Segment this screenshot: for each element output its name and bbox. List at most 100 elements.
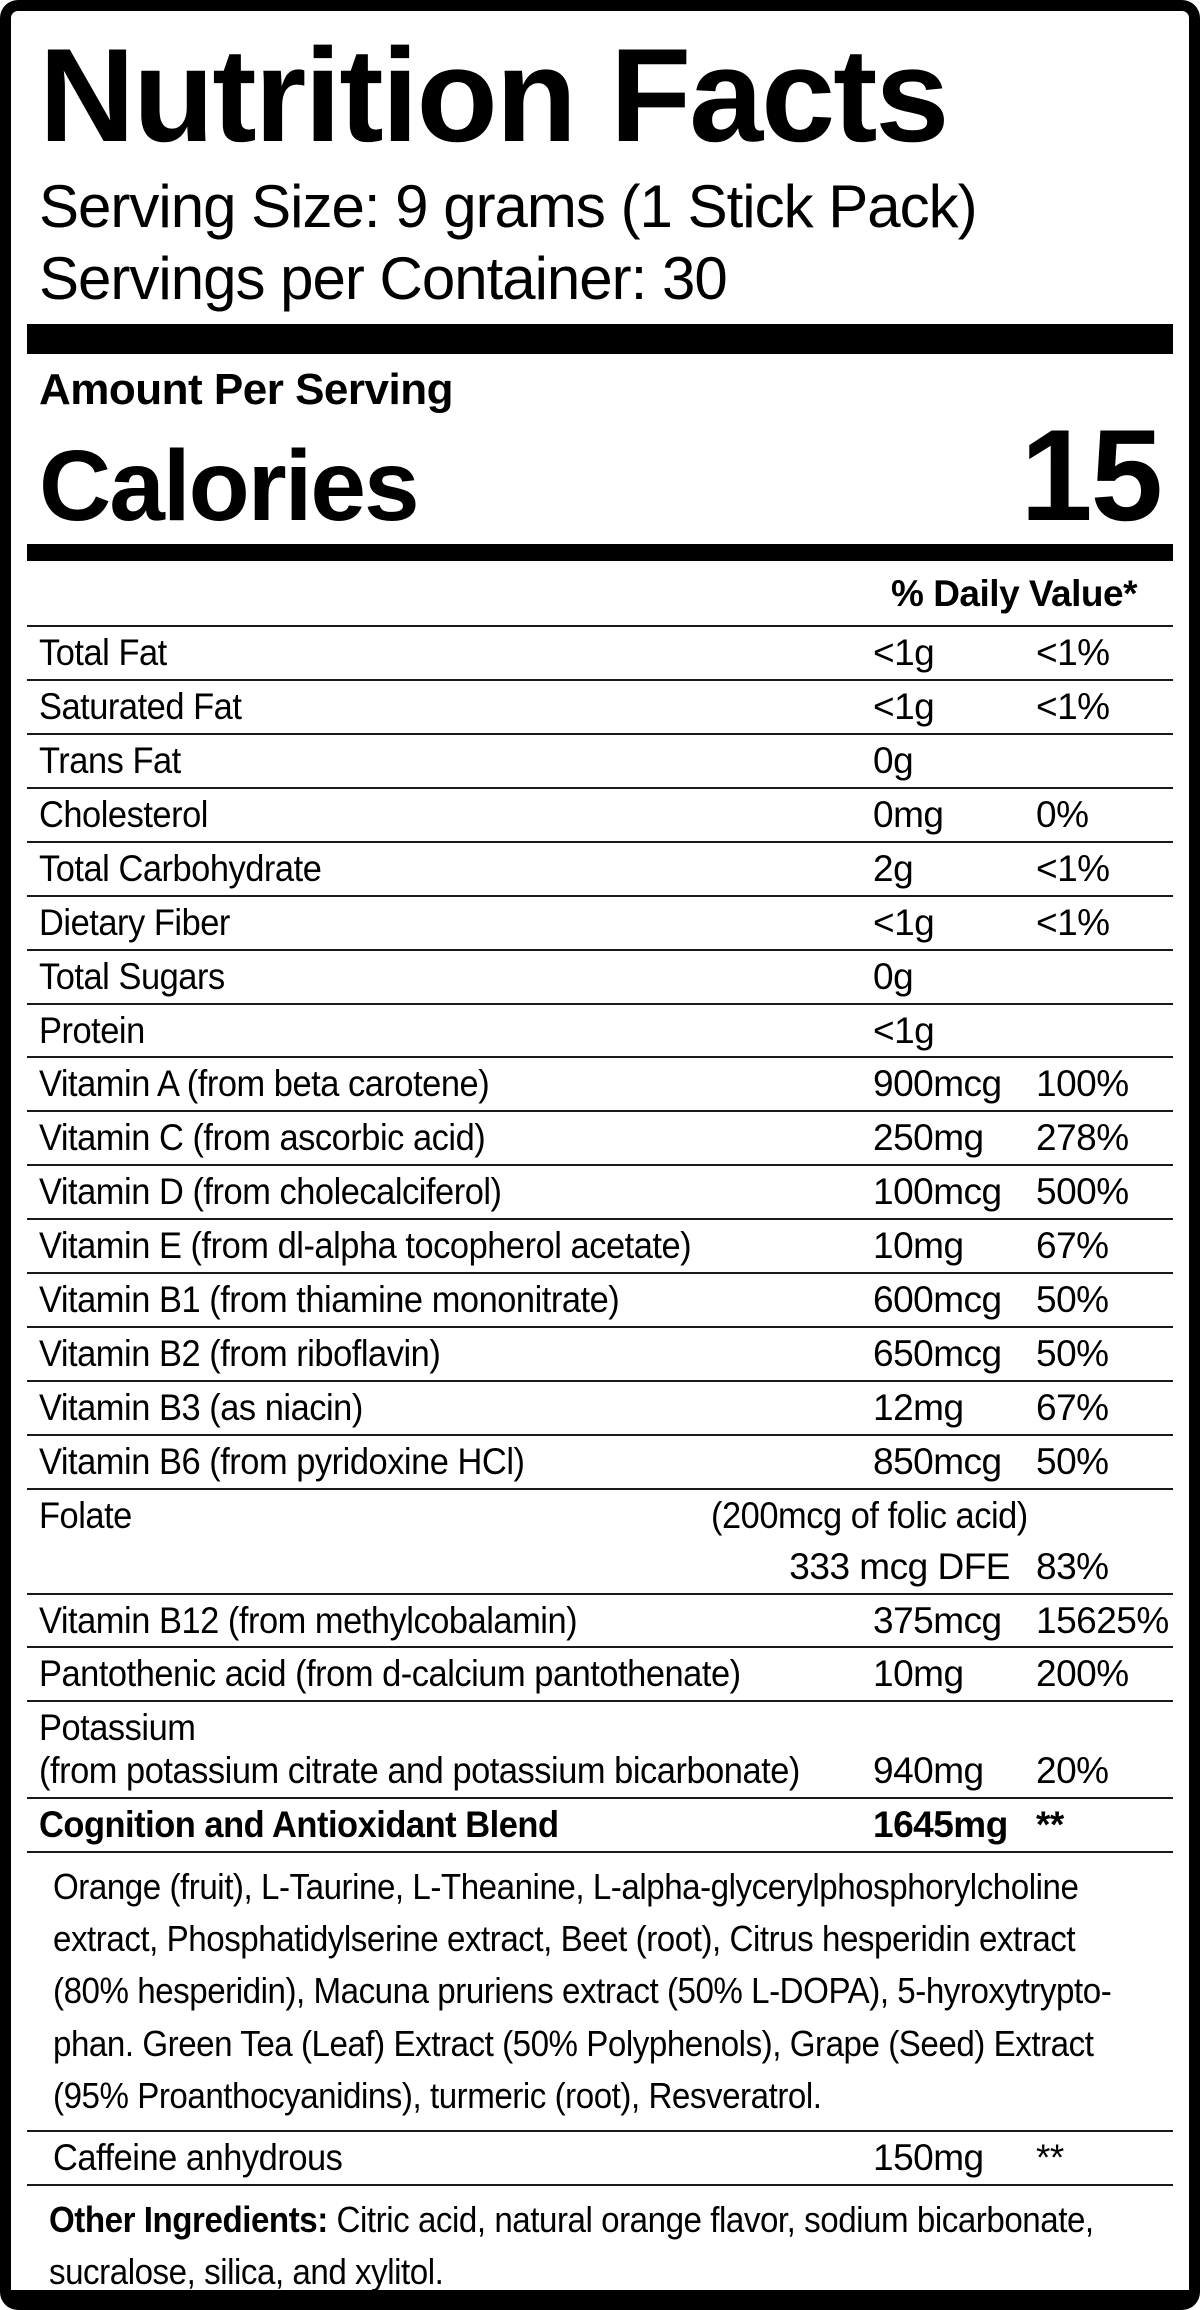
- nutrients-table: Total Fat <1g <1% Saturated Fat <1g <1% Trans …: [27, 625, 1173, 2293]
- nutrient-dv: 50%: [1036, 1279, 1109, 1321]
- nutrient-dv: 50%: [1036, 1333, 1109, 1375]
- blend-ingredients-text: (80% hesperidin), Macuna pruriens extrac…: [53, 1970, 1112, 2012]
- calories-value: 15: [1020, 402, 1163, 549]
- nutrient-amount: 650mcg: [873, 1333, 1002, 1375]
- table-row: Saturated Fat <1g <1%: [27, 679, 1173, 733]
- nutrient-name-text: Protein: [39, 1009, 145, 1051]
- nutrient-name-main: Potassium: [39, 1707, 873, 1750]
- nutrient-amount: 12mg: [873, 1386, 964, 1428]
- nutrient-amount: 900mcg: [873, 1063, 1002, 1105]
- nutrient-name: Pantothenic acid (from d-calcium pantoth…: [39, 1653, 873, 1696]
- nutrient-name-text: Vitamin E (from dl-alpha tocopherol acet…: [39, 1225, 692, 1267]
- other-ingredients: Other Ingredients: Citric acid, natural …: [27, 2183, 1173, 2293]
- other-ingredients-line2: sucralose, silica, and xylitol.: [49, 2246, 1161, 2293]
- blend-ingredients-line: (95% Proanthocyanidins), turmeric (root)…: [53, 2070, 1161, 2122]
- table-row: Vitamin D (from cholecalciferol) 100mcg 50…: [27, 1164, 1173, 1218]
- folate-line2: 333 mcg DFE 83%: [39, 1546, 1161, 1589]
- table-row: Vitamin B2 (from riboflavin) 650mcg 50%: [27, 1326, 1173, 1380]
- nutrient-name-text: Vitamin D (from cholecalciferol): [39, 1171, 502, 1213]
- nutrient-name-text: Pantothenic acid (from d-calcium pantoth…: [39, 1653, 741, 1695]
- table-row: Pantothenic acid (from d-calcium pantoth…: [27, 1646, 1173, 1700]
- nutrient-name: Dietary Fiber: [39, 902, 873, 945]
- nutrient-name: Trans Fat: [39, 740, 873, 783]
- nutrient-name-text: Cognition and Antioxidant Blend: [39, 1804, 559, 1846]
- nutrient-name: Protein: [39, 1010, 873, 1053]
- nutrient-amount: 850mcg: [873, 1440, 1002, 1482]
- nutrient-amount: 10mg: [873, 1225, 964, 1267]
- nutrient-amount: 0mg: [873, 793, 944, 835]
- nutrient-name-text: Potassium: [39, 1707, 196, 1749]
- potassium-row: Potassium (from potassium citrate and pot…: [27, 1700, 1173, 1797]
- nutrient-name: Cholesterol: [39, 794, 873, 837]
- nutrient-name-text: Vitamin B1 (from thiamine mononitrate): [39, 1279, 620, 1321]
- nutrient-amount: 940mg: [873, 1750, 984, 1792]
- nutrient-dv: 67%: [1036, 1386, 1109, 1428]
- nutrient-name-text: Vitamin B12 (from methylcobalamin): [39, 1599, 578, 1641]
- nutrient-name: Total Fat: [39, 632, 873, 675]
- nutrient-dv: 200%: [1036, 1653, 1129, 1695]
- nutrient-amount: 10mg: [873, 1653, 964, 1695]
- serving-size: Serving Size: 9 grams (1 Stick Pack): [39, 172, 978, 240]
- nutrient-amount: 100mcg: [873, 1171, 1002, 1213]
- blend-ingredients-line: (80% hesperidin), Macuna pruriens extrac…: [53, 1965, 1161, 2017]
- nutrient-amount: 1645mg: [873, 1804, 1008, 1846]
- nutrient-dv: <1%: [1036, 847, 1110, 889]
- table-row: Vitamin B1 (from thiamine mononitrate) 60…: [27, 1272, 1173, 1326]
- nutrient-amount: 0g: [873, 740, 914, 782]
- nutrient-dv: 278%: [1036, 1117, 1129, 1159]
- table-row: Caffeine anhydrous 150mg **: [27, 2130, 1173, 2184]
- blend-ingredients-text: Orange (fruit), L-Taurine, L-Theanine, L…: [53, 1866, 1079, 1908]
- amount-per-serving-label: Amount Per Serving: [39, 364, 453, 414]
- nutrient-name-text: Trans Fat: [39, 740, 181, 782]
- nutrient-dv: 500%: [1036, 1171, 1129, 1213]
- other-ingredients-label: Other Ingredients:: [49, 2198, 328, 2240]
- nutrient-name: Vitamin B1 (from thiamine mononitrate): [39, 1279, 873, 1322]
- folate-row: Folate (200mcg of folic acid) 333 mcg DFE 8…: [27, 1487, 1173, 1593]
- nutrient-dv: <1%: [1036, 632, 1110, 674]
- blend-ingredients-text: (95% Proanthocyanidins), turmeric (root)…: [53, 2074, 822, 2116]
- nutrient-amount: <1g: [873, 686, 935, 728]
- blend-ingredients-text: extract, Phosphatidylserine extract, Bee…: [53, 1918, 1076, 1960]
- nutrient-dv: 15625%: [1036, 1599, 1169, 1641]
- blend-ingredients-line: phan. Green Tea (Leaf) Extract (50% Poly…: [53, 2018, 1161, 2070]
- other-ingredients-text2: sucralose, silica, and xylitol.: [49, 2251, 444, 2293]
- nutrient-name-text: Vitamin C (from ascorbic acid): [39, 1117, 486, 1159]
- nutrient-name: Vitamin B6 (from pyridoxine HCl): [39, 1441, 873, 1484]
- nutrient-dv: **: [1036, 2137, 1064, 2179]
- other-ingredients-line1: Other Ingredients: Citric acid, natural …: [49, 2194, 1161, 2246]
- calories-row: Calories 15: [27, 402, 1173, 549]
- nutrient-name: Total Carbohydrate: [39, 848, 873, 891]
- table-row: Vitamin E (from dl-alpha tocopherol acet…: [27, 1218, 1173, 1272]
- table-row: Dietary Fiber <1g <1%: [27, 894, 1173, 949]
- blend-ingredients-line: Orange (fruit), L-Taurine, L-Theanine, L…: [53, 1861, 1161, 1913]
- nutrient-name-text: Dietary Fiber: [39, 901, 230, 943]
- nutrient-name: Vitamin A (from beta carotene): [39, 1063, 873, 1106]
- servings-per-container: Servings per Container: 30: [39, 245, 728, 313]
- nutrient-name-text: Cholesterol: [39, 793, 208, 835]
- nutrient-name-text: Total Carbohydrate: [39, 847, 322, 889]
- nutrient-amount: 600mcg: [873, 1279, 1002, 1321]
- nutrient-dv: 83%: [1036, 1545, 1109, 1587]
- separator-bar-calories: [27, 544, 1173, 562]
- blend-ingredients-line: extract, Phosphatidylserine extract, Bee…: [53, 1913, 1161, 1965]
- nutrient-name-text: Vitamin B3 (as niacin): [39, 1386, 363, 1428]
- label-title: Nutrition Facts: [39, 22, 949, 170]
- table-row: Cognition and Antioxidant Blend 1645mg **: [27, 1797, 1173, 1851]
- nutrient-dv: <1%: [1036, 901, 1110, 943]
- separator-bar-top: [27, 323, 1173, 354]
- nutrient-name: Folate: [39, 1494, 132, 1536]
- blend-ingredients-text: phan. Green Tea (Leaf) Extract (50% Poly…: [53, 2022, 1094, 2064]
- table-row: Vitamin B12 (from methylcobalamin) 375mcg…: [27, 1592, 1173, 1647]
- other-ingredients-content: Other Ingredients: Citric acid, natural …: [49, 2194, 1094, 2246]
- nutrient-dv: <1%: [1036, 686, 1110, 728]
- blend-ingredients: Orange (fruit), L-Taurine, L-Theanine, L…: [27, 1851, 1173, 2130]
- nutrient-dv: 20%: [1036, 1750, 1109, 1792]
- calories-label: Calories: [39, 430, 420, 543]
- nutrient-name-text: Vitamin B2 (from riboflavin): [39, 1333, 441, 1375]
- nutrient-name: Vitamin C (from ascorbic acid): [39, 1117, 873, 1160]
- folate-line1: Folate (200mcg of folic acid): [39, 1495, 1161, 1538]
- table-row: Total Carbohydrate 2g <1%: [27, 840, 1173, 895]
- nutrient-name: Vitamin B12 (from methylcobalamin): [39, 1600, 873, 1643]
- table-row: Total Sugars 0g: [27, 948, 1173, 1003]
- nutrient-name-text: Vitamin A (from beta carotene): [39, 1063, 490, 1105]
